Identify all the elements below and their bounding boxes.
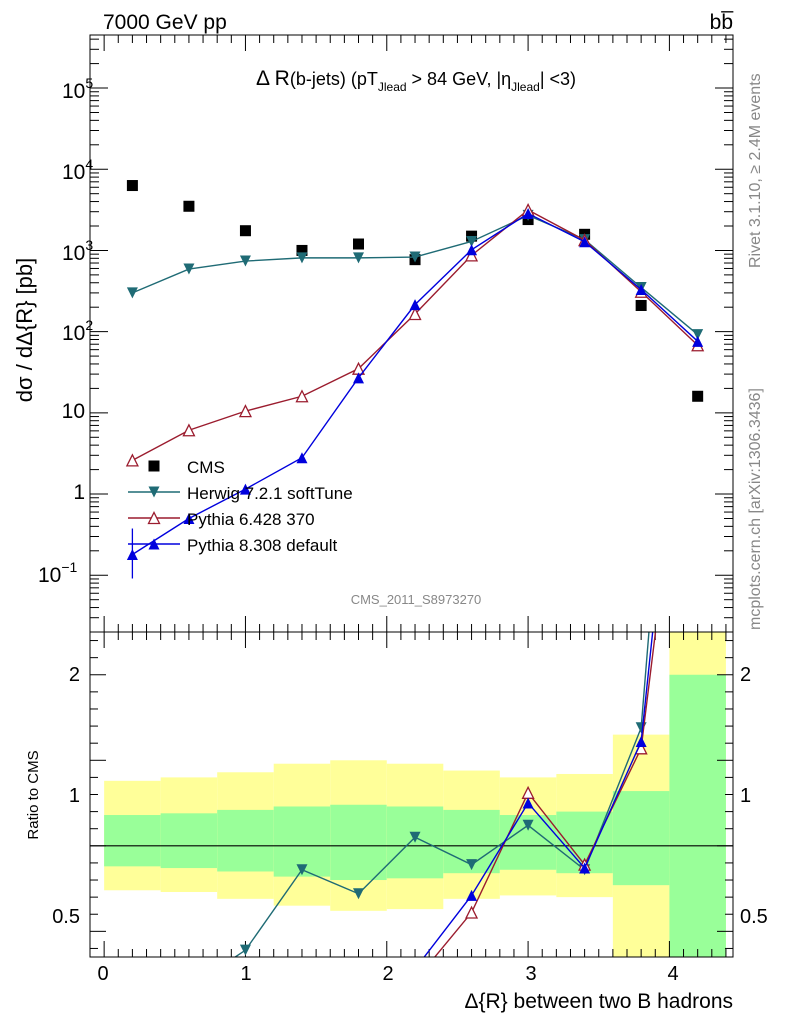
ratio-marker-herwig-7-2-1-softtune-9 [635, 722, 647, 734]
ytick-label-1: 1 [73, 481, 85, 504]
main-series [125, 180, 705, 579]
marker-pythia-8-308-default-4 [353, 372, 365, 384]
ytick-label-1e4: 104 [62, 156, 93, 184]
main-title: Δ R(b-jets) (pTJlead > 84 GeV, |ηJlead| … [256, 67, 576, 94]
xtick-label-2: 2 [382, 963, 393, 985]
ratio-xlabel: Δ{R} between two B hadrons [464, 990, 733, 1013]
marker-pythia-8-308-default-1 [183, 512, 195, 524]
ratio-series [233, 632, 657, 957]
legend-marker-pythia-8-308-default [148, 538, 160, 550]
marker-cms-3 [296, 244, 308, 256]
legend: CMS Herwig 7.2.1 softTune Pythia 6.428 3… [128, 458, 353, 555]
marker-pythia-6-428-370-2 [238, 404, 253, 418]
ytick-label-10: 10 [62, 400, 85, 423]
watermark: CMS_2011_S8973270 [351, 592, 482, 607]
band-green [217, 809, 274, 872]
ratio-marker-pythia-8-308-default-8 [579, 862, 591, 874]
marker-cms-9 [635, 299, 647, 311]
xtick-label-1: 1 [240, 963, 251, 985]
ratio-marker-pythia-8-308-default-6 [466, 889, 478, 901]
ytick-label-1e3: 103 [62, 237, 93, 265]
ratio-plot-frame [89, 631, 734, 958]
ratio-marker-herwig-7-2-1-softtune-5 [409, 831, 421, 843]
marker-pythia-8-308-default-8 [579, 236, 591, 248]
marker-herwig-7-2-1-softtune-4 [353, 252, 365, 264]
xtick-label-4: 4 [667, 963, 678, 985]
ratio-marker-herwig-7-2-1-softtune-2 [239, 944, 251, 956]
ratio-line-pythia-8-308-default [423, 632, 654, 957]
marker-pythia-8-308-default-7 [522, 208, 534, 220]
marker-cms-4 [353, 238, 365, 250]
ratio-xtick-labels: 0 1 2 3 4 [97, 963, 678, 985]
legend-label-pythia8: Pythia 8.308 default [187, 536, 338, 555]
ratio-series-group [233, 632, 657, 957]
ratio-marker-herwig-7-2-1-softtune-6 [466, 859, 478, 871]
marker-herwig-7-2-1-softtune-2 [239, 255, 251, 267]
xtick-label-0: 0 [97, 963, 108, 985]
ratio-marker-pythia-6-428-370-6 [465, 905, 479, 919]
marker-herwig-7-2-1-softtune-0 [126, 287, 138, 299]
ratio-bands [90, 632, 733, 957]
band-green [160, 813, 218, 869]
ratio-ytick-label-1: 1 [69, 785, 80, 807]
marker-herwig-7-2-1-softtune-1 [183, 263, 195, 275]
xtick-label-3: 3 [525, 963, 536, 985]
marker-cms-2 [239, 225, 251, 237]
ratio-ytick-label-1-right: 1 [740, 785, 751, 807]
marker-pythia-8-308-default-9 [635, 284, 647, 296]
ratio-marker-pythia-8-308-default-9 [635, 735, 647, 747]
marker-pythia-8-308-default-0 [126, 549, 138, 561]
marker-pythia-8-308-default-6 [466, 244, 478, 256]
marker-cms-10 [692, 390, 704, 402]
legend-marker-herwig-7-2-1-softtune [148, 486, 160, 498]
marker-pythia-6-428-370-1 [182, 423, 196, 437]
legend-marker-cms [148, 460, 160, 472]
band-green [669, 674, 726, 957]
ratio-ytick-label-0.5: 0.5 [52, 906, 80, 928]
marker-pythia-6-428-370-6 [465, 248, 479, 262]
legend-label-pythia6: Pythia 6.428 370 [187, 510, 315, 529]
main-ylabel: dσ / dΔ{R} [pb] [12, 258, 37, 402]
marker-herwig-7-2-1-softtune-6 [466, 235, 478, 247]
band-green [612, 791, 670, 886]
marker-pythia-8-308-default-3 [296, 452, 308, 464]
marker-pythia-6-428-370-5 [408, 307, 422, 321]
ratio-ytick-label-0.5-right: 0.5 [740, 906, 768, 928]
marker-cms-1 [183, 200, 195, 212]
marker-herwig-7-2-1-softtune-5 [409, 251, 421, 263]
band-green [330, 804, 387, 881]
marker-pythia-6-428-370-3 [295, 389, 309, 403]
header-right: bb̅ [710, 11, 735, 34]
legend-label-herwig: Herwig 7.2.1 softTune [187, 484, 353, 503]
marker-pythia-8-308-default-5 [409, 299, 421, 311]
band-green [104, 815, 161, 867]
ratio-marker-herwig-7-2-1-softtune-3 [296, 864, 308, 876]
ytick-label-1e5: 105 [62, 75, 93, 103]
main-axis-ticks [90, 35, 733, 633]
ratio-marker-herwig-7-2-1-softtune-4 [353, 888, 365, 900]
marker-pythia-6-428-370-0 [125, 453, 139, 467]
marker-cms-0 [126, 180, 138, 192]
legend-label-cms: CMS [187, 458, 225, 477]
side-text-bottom: mcplots.cern.ch [arXiv:1306.3436] [747, 388, 764, 630]
ytick-label-1e2: 102 [62, 317, 93, 345]
ratio-ytick-labels: 0.5 1 2 0.5 1 2 [52, 664, 768, 928]
ratio-axis-ticks [90, 632, 733, 957]
header-left: 7000 GeV pp [103, 11, 227, 34]
marker-herwig-7-2-1-softtune-3 [296, 252, 308, 264]
side-text-top: Rivet 3.1.10, ≥ 2.4M events [747, 73, 764, 268]
ratio-ylabel: Ratio to CMS [25, 750, 42, 839]
ratio-ytick-label-2-right: 2 [740, 664, 751, 686]
marker-herwig-7-2-1-softtune-10 [692, 329, 704, 341]
legend-marker-pythia-6-428-370 [147, 511, 161, 525]
marker-pythia-8-308-default-2 [239, 483, 251, 495]
series-line-pythia-6-428-370 [132, 209, 699, 461]
ratio-marker-herwig-7-2-1-softtune-7 [522, 819, 534, 831]
marker-pythia-8-308-default-10 [692, 335, 704, 347]
main-ytick-labels: 105 104 103 102 10 1 10−1 [38, 75, 93, 587]
ratio-marker-pythia-8-308-default-7 [522, 797, 534, 809]
ratio-ytick-label-2: 2 [69, 664, 80, 686]
ytick-label-1em1: 10−1 [38, 559, 78, 587]
